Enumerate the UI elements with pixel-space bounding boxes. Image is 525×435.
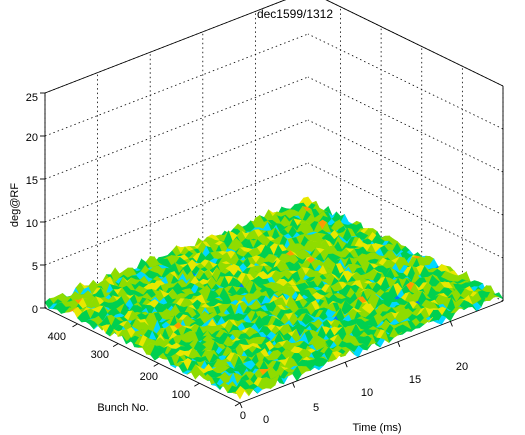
time-tick-label: 10 xyxy=(361,387,373,399)
z-gridline xyxy=(307,119,504,216)
time-tick-label: 20 xyxy=(456,361,468,373)
bunch-tick-mark xyxy=(72,323,78,328)
z-gridline xyxy=(44,76,309,180)
time-tick-mark xyxy=(397,341,401,347)
surface-plot xyxy=(44,196,504,400)
bunch-axis-ticks: 0 100 200 300 400 xyxy=(48,331,246,422)
z-gridline xyxy=(307,76,504,173)
bunch-tick-mark xyxy=(112,343,119,348)
z-axis-label: deg@RF xyxy=(9,183,21,227)
bunch-tick-label: 400 xyxy=(48,331,66,343)
z-gridline xyxy=(44,33,309,137)
time-axis-ticks: 0 5 10 15 20 xyxy=(263,361,468,426)
z-tick-label: 5 xyxy=(32,261,38,273)
bunch-tick-mark xyxy=(234,402,241,407)
bunch-tick-mark xyxy=(153,363,159,367)
z-gridline xyxy=(44,162,309,266)
bunch-tick-label: 0 xyxy=(240,410,246,422)
z-gridline xyxy=(307,33,504,130)
z-tick-label: 20 xyxy=(26,132,38,144)
chart-title: dec1599/1312 xyxy=(257,7,333,21)
z-axis-ticks: 0 5 10 15 20 25 xyxy=(26,92,38,316)
axis-edge xyxy=(44,0,287,94)
z-gridline xyxy=(44,119,309,223)
time-tick-mark xyxy=(239,402,243,409)
z-tick-label: 25 xyxy=(26,92,38,104)
time-tick-label: 15 xyxy=(409,374,421,386)
z-tick-label: 0 xyxy=(32,304,38,316)
time-tick-label: 5 xyxy=(313,402,319,414)
axes-box xyxy=(40,0,504,409)
z-tick-label: 15 xyxy=(26,175,38,187)
axis-edge xyxy=(325,0,504,87)
bunch-tick-label: 200 xyxy=(140,371,158,383)
time-axis-label: Time (ms) xyxy=(352,422,401,434)
bunch-tick-label: 100 xyxy=(172,389,190,401)
bunch-tick-mark xyxy=(194,382,200,387)
surface-cell xyxy=(235,385,245,400)
axis-edge xyxy=(239,300,504,404)
time-tick-mark xyxy=(344,362,348,368)
bunch-tick-label: 300 xyxy=(91,349,109,361)
time-tick-mark xyxy=(449,321,453,327)
bunch-axis-label: Bunch No. xyxy=(97,402,148,414)
time-tick-mark xyxy=(292,382,296,388)
z-gridline xyxy=(325,0,504,87)
time-tick-label: 0 xyxy=(263,414,269,426)
z-tick-label: 10 xyxy=(26,218,38,230)
z-gridline xyxy=(307,162,504,259)
